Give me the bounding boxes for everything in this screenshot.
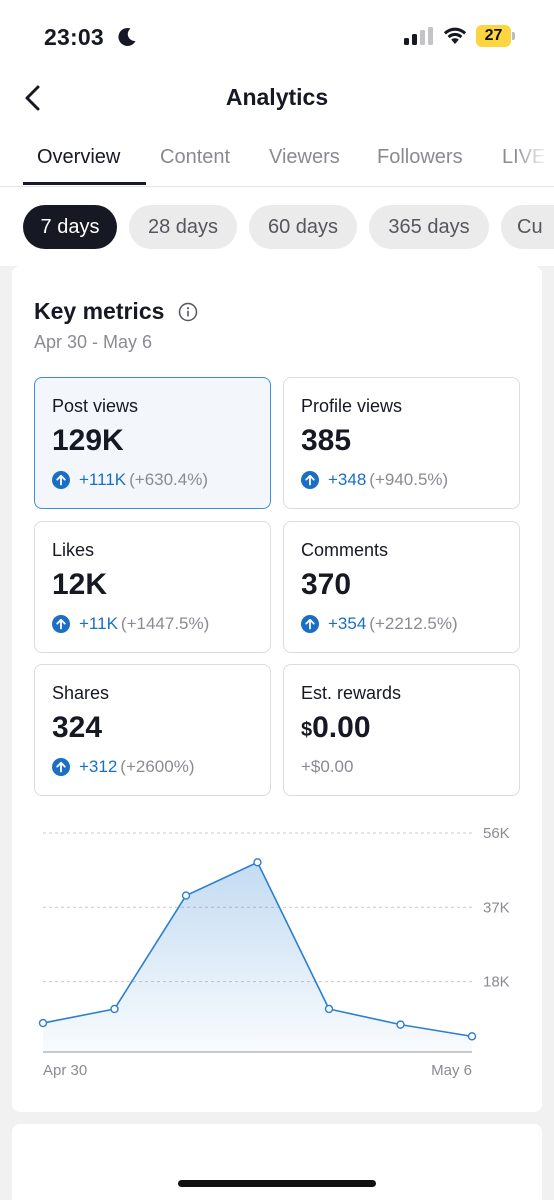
metric-delta: +312 (+2600%) — [52, 757, 194, 777]
data-point — [110, 1004, 119, 1014]
period-chip-28-days[interactable]: 28 days — [129, 205, 237, 249]
delta-absolute: +348 — [328, 470, 367, 489]
post-views-chart: 18K 37K 56K Apr 30 May 6 — [38, 825, 510, 1079]
y-tick-label: 18K — [483, 974, 510, 991]
data-point — [467, 1032, 477, 1041]
date-range: Apr 30 - May 6 — [34, 332, 153, 352]
x-tick-label: May 6 — [431, 1062, 472, 1079]
tab-followers[interactable]: Followers — [377, 146, 463, 168]
metric-delta: +348 (+940.5%) — [301, 470, 448, 490]
delta-absolute: +$0.00 — [301, 757, 354, 776]
metric-label: Post views — [52, 396, 139, 416]
metric-label: Est. rewards — [301, 683, 402, 703]
data-point — [38, 1018, 48, 1028]
period-chip-365-days[interactable]: 365 days — [369, 205, 489, 249]
arrow-up-circle-icon — [52, 471, 70, 489]
tab-overview[interactable]: Overview — [37, 146, 121, 168]
rewards-amount: 0.00 — [312, 711, 371, 744]
info-icon[interactable] — [178, 302, 198, 322]
battery-fill — [476, 25, 511, 47]
data-point — [324, 1004, 334, 1014]
page-title: Analytics — [225, 84, 329, 110]
chevron-left-icon — [25, 85, 40, 111]
x-tick-label: Apr 30 — [43, 1062, 87, 1079]
metric-delta: +$0.00 — [301, 757, 353, 777]
currency-symbol: $ — [301, 719, 313, 741]
tab-content[interactable]: Content — [160, 146, 231, 168]
arrow-up-circle-icon — [52, 615, 70, 633]
home-indicator — [178, 1180, 376, 1187]
delta-absolute: +11K — [79, 614, 118, 633]
key-metrics-card: Key metrics Apr 30 - May 6 Post views 12… — [12, 266, 542, 1112]
metric-delta: +11K (+1447.5%) — [52, 614, 209, 634]
data-point — [181, 891, 191, 900]
period-chip-custom[interactable]: Cu — [501, 205, 554, 249]
delta-absolute: +354 — [328, 614, 367, 633]
delta-percent: (+2600%) — [120, 757, 195, 776]
y-tick-label: 56K — [483, 825, 510, 842]
status-bar: 23:03 27 — [0, 0, 554, 72]
status-time: 23:03 — [44, 24, 104, 50]
next-section-card — [12, 1124, 542, 1200]
back-button[interactable] — [16, 80, 52, 116]
period-selector: 7 days 28 days 60 days 365 days Cu — [0, 187, 554, 266]
metric-value: 370 — [301, 568, 352, 601]
data-point — [396, 1020, 405, 1029]
arrow-up-circle-icon — [301, 615, 319, 633]
metric-label: Comments — [301, 540, 389, 560]
signal-icon — [404, 27, 433, 45]
metric-comments[interactable]: Comments 370 +354 (+2212.5%) — [283, 521, 520, 653]
metric-post-views[interactable]: Post views 129K +111K (+630.4%) — [34, 377, 271, 509]
metric-label: Profile views — [301, 396, 403, 416]
arrow-up-circle-icon — [52, 758, 70, 776]
series-area — [43, 862, 472, 1052]
metric-delta: +354 (+2212.5%) — [301, 614, 458, 634]
metric-value: 385 — [301, 424, 352, 457]
delta-absolute: +312 — [79, 757, 118, 776]
delta-percent: (+940.5%) — [369, 470, 449, 489]
period-chip-60-days[interactable]: 60 days — [249, 205, 357, 249]
delta-percent: (+630.4%) — [129, 470, 209, 489]
metric-profile-views[interactable]: Profile views 385 +348 (+940.5%) — [283, 377, 520, 509]
header: Analytics — [0, 72, 554, 128]
delta-percent: (+2212.5%) — [369, 614, 458, 633]
metric-value: 12K — [52, 568, 108, 601]
tab-viewers[interactable]: Viewers — [269, 146, 340, 168]
active-tab-indicator — [23, 182, 146, 185]
delta-percent: (+1447.5%) — [120, 614, 210, 633]
metric-est-rewards[interactable]: Est. rewards $0.00 +$0.00 — [283, 664, 520, 796]
tab-bar: Overview Content Viewers Followers LIVE — [0, 128, 554, 187]
arrow-up-circle-icon — [301, 471, 319, 489]
battery-level: 27 — [484, 27, 503, 44]
wifi-icon — [443, 27, 467, 44]
key-metrics-title: Key metrics — [34, 298, 165, 324]
moon-icon — [118, 27, 136, 46]
battery-icon: 27 — [476, 25, 516, 47]
delta-absolute: +111K — [79, 470, 127, 489]
y-tick-label: 37K — [483, 899, 510, 916]
metric-likes[interactable]: Likes 12K +11K (+1447.5%) — [34, 521, 271, 653]
metric-value: 129K — [52, 424, 124, 457]
metric-shares[interactable]: Shares 324 +312 (+2600%) — [34, 664, 271, 796]
metric-delta: +111K (+630.4%) — [52, 470, 208, 490]
metric-value: 324 — [52, 711, 103, 744]
metric-label: Likes — [52, 540, 95, 560]
data-point — [253, 858, 262, 867]
metric-value: $0.00 — [301, 711, 371, 745]
period-chip-7-days[interactable]: 7 days — [23, 205, 117, 249]
tab-fade — [514, 128, 554, 186]
metric-label: Shares — [52, 683, 110, 703]
